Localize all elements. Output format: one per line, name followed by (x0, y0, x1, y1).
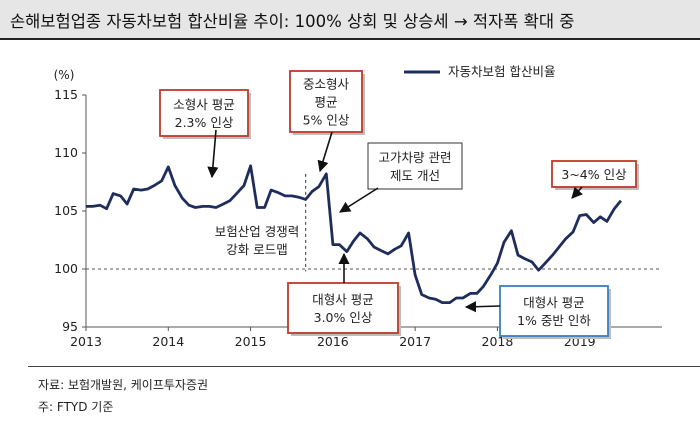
x-tick-label: 2015 (235, 334, 267, 349)
annotation-text: 3.0% 인상 (314, 310, 373, 325)
x-tick-label: 2016 (317, 334, 349, 349)
annotation-text: 5% 인상 (303, 113, 350, 128)
annotation-arrow (207, 129, 219, 179)
legend-label: 자동차보험 합산비율 (448, 64, 555, 79)
y-tick-label: 115 (54, 87, 78, 102)
annotation-text: 보험산업 경쟁력 (215, 224, 299, 239)
y-tick-label: 100 (54, 261, 78, 276)
annotation-text: 대형사 평균 (523, 295, 584, 310)
annotation-text: 평균 (314, 95, 337, 110)
annotation-box (367, 142, 463, 190)
annotation-text: 1% 중반 인하 (517, 313, 591, 328)
annotation-text: 강화 로드맵 (226, 242, 287, 257)
annotation-text: 고가차량 관련 (379, 150, 452, 165)
footer-rule (28, 366, 700, 367)
annotation-text: 2.3% 인상 (175, 115, 234, 130)
title-rule (0, 38, 700, 40)
y-axis-unit: (%) (54, 68, 75, 82)
footnote: 주: FTYD 기준 (38, 400, 114, 414)
annotation-text: 대형사 평균 (312, 292, 373, 307)
chart-title: 손해보험업종 자동차보험 합산비율 추이: 100% 상회 및 상승세 → 적자… (10, 12, 575, 31)
annotation-text: 3~4% 인상 (561, 167, 627, 182)
source-note: 자료: 보험개발원, 케이프투자증권 (38, 378, 209, 392)
annotation-box (287, 282, 399, 334)
annotation-arrow (571, 186, 583, 199)
y-tick-label: 105 (54, 203, 78, 218)
title-bar: 손해보험업종 자동차보험 합산비율 추이: 100% 상회 및 상승세 → 적자… (0, 0, 700, 38)
annotation-box (159, 89, 249, 137)
annotation-text: 제도 개선 (390, 168, 440, 183)
annotation-box (289, 70, 363, 133)
annotation-text: 중소형사 (303, 77, 350, 92)
series-line (86, 164, 622, 305)
x-tick-label: 2014 (152, 334, 184, 349)
x-tick-label: 2017 (399, 334, 431, 349)
y-tick-label: 110 (54, 145, 78, 160)
annotation-box (499, 285, 609, 337)
annotation-arrow (464, 301, 501, 313)
annotation-text: 소형사 평균 (173, 97, 234, 112)
x-tick-label: 2013 (70, 334, 102, 349)
annotation-arrow (339, 187, 379, 213)
annotation-arrow (317, 131, 333, 173)
y-tick-label: 95 (62, 319, 78, 334)
annotation-box (551, 160, 637, 188)
